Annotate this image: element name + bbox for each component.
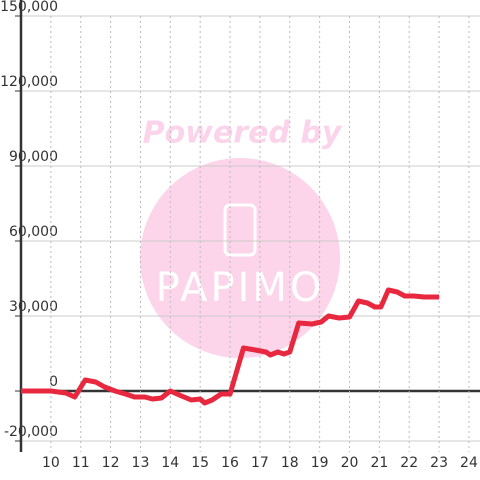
watermark: Powered by PAPIMO [140,116,343,358]
x-tick-label: 11 [72,455,90,471]
x-tick-label: 24 [460,455,478,471]
x-tick-label: 22 [400,455,418,471]
watermark-logo: PAPIMO [156,265,325,311]
x-tick-label: 17 [251,455,269,471]
x-tick-label: 10 [42,455,60,471]
x-tick-label: 23 [430,455,448,471]
data-line [21,287,440,406]
watermark-circle [140,158,340,358]
y-tick-label: 0 [49,374,58,390]
x-tick-label: 18 [281,455,299,471]
watermark-text: Powered by [143,116,343,151]
y-tick-label: 150,000 [0,0,58,15]
x-tick-label: 21 [370,455,388,471]
y-tick-label: -20,000 [4,424,58,440]
y-tick-label: 120,000 [0,74,58,90]
x-tick-label: 12 [102,455,120,471]
x-tick-label: 13 [132,455,150,471]
x-tick-label: 15 [191,455,209,471]
x-tick-label: 16 [221,455,239,471]
x-tick-label: 19 [311,455,329,471]
x-tick-label: 14 [161,455,179,471]
watermark-icon [223,203,257,257]
x-tick-label: 20 [341,455,359,471]
